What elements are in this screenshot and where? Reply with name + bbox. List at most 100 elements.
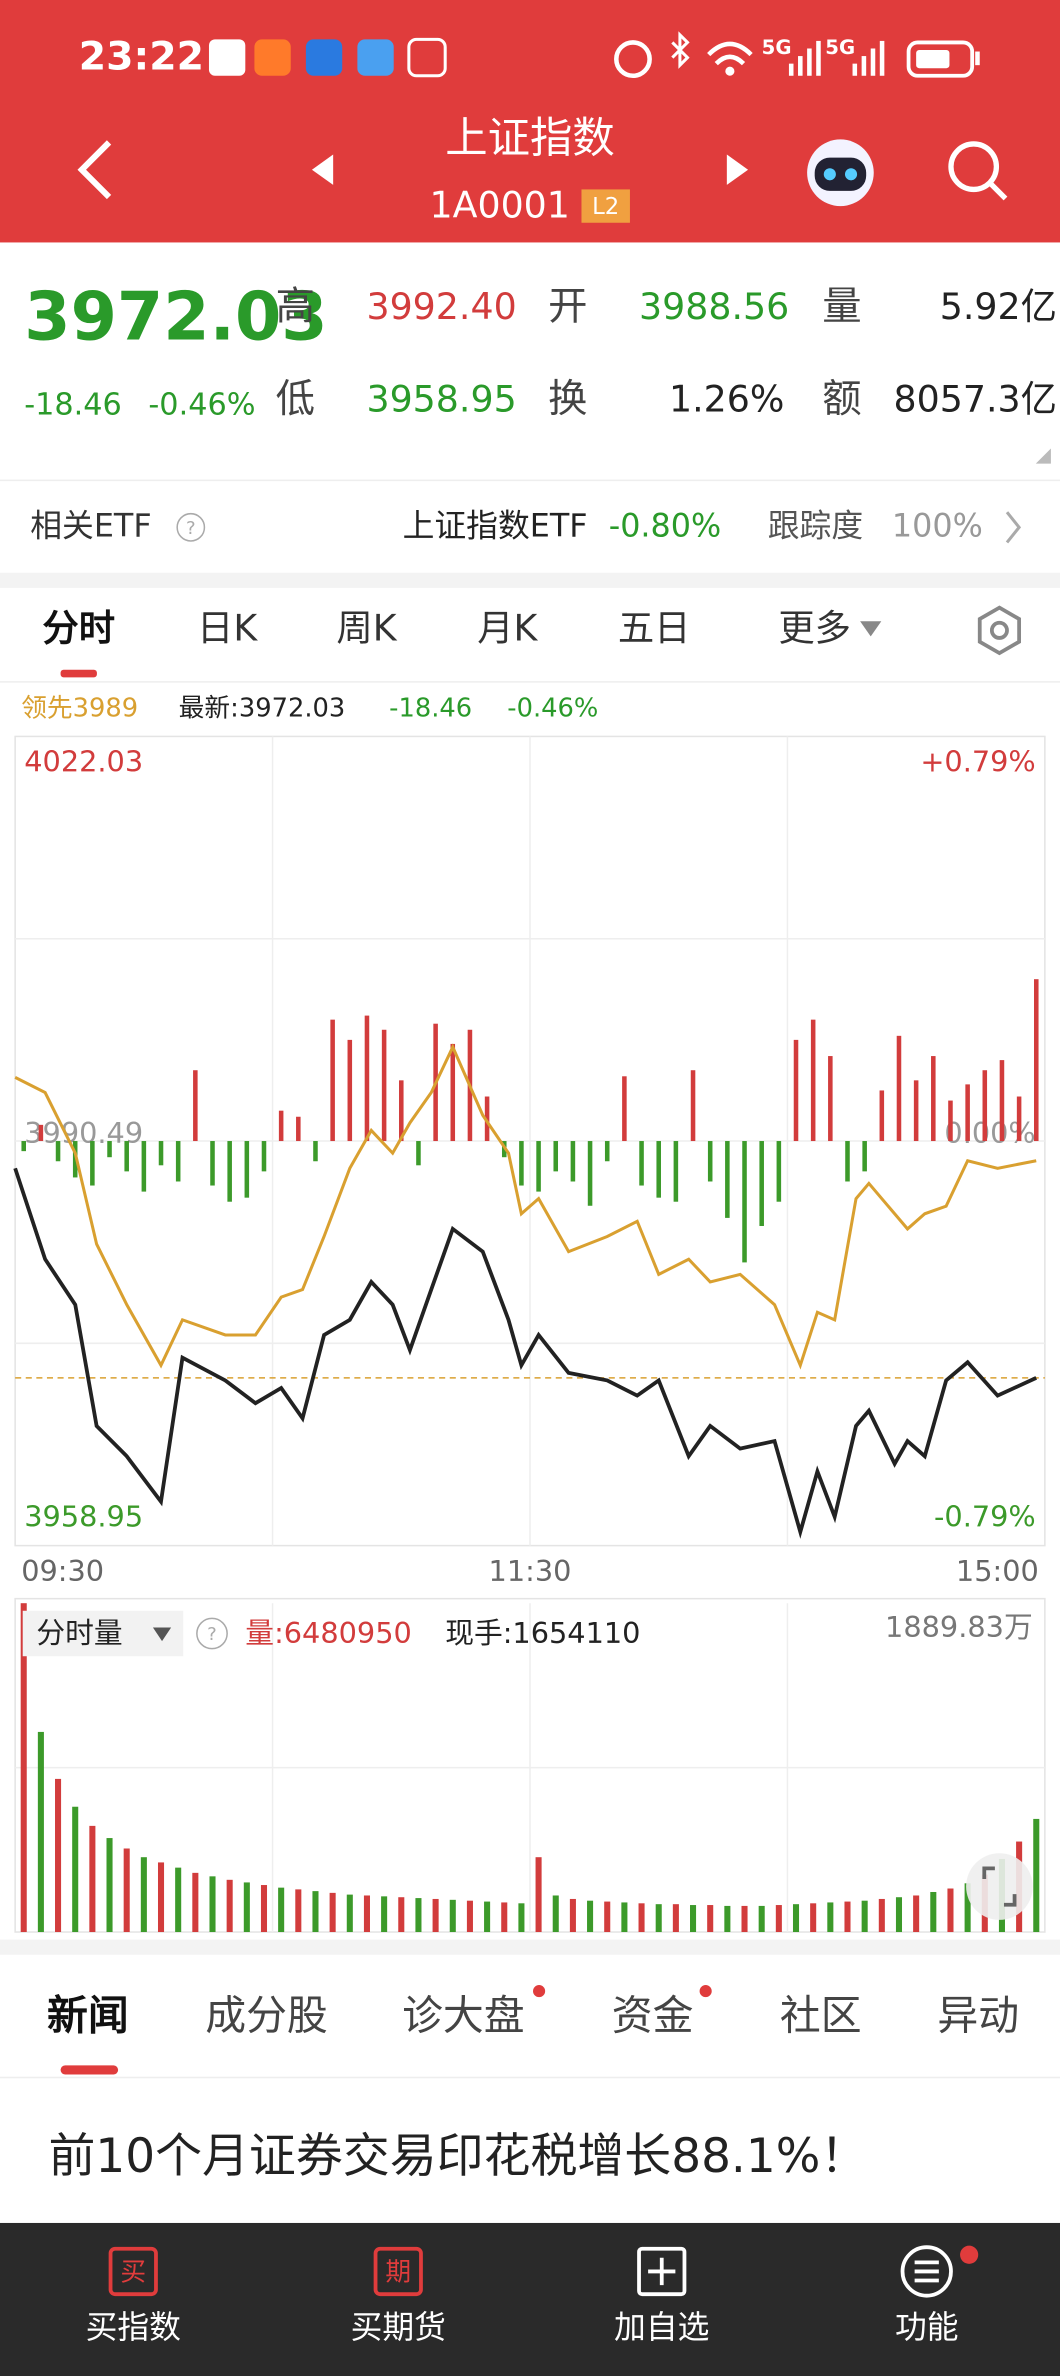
strength-bar bbox=[347, 1039, 353, 1142]
news-tab[interactable]: 成分股 bbox=[205, 1991, 328, 2039]
volume-bar bbox=[895, 1897, 903, 1933]
x-tick-label: 15:00 bbox=[956, 1554, 1039, 1588]
x-tick-label: 11:30 bbox=[489, 1554, 572, 1588]
strength-bar bbox=[124, 1141, 129, 1172]
header-bg bbox=[0, 0, 1060, 243]
volume-bar bbox=[913, 1895, 920, 1933]
tab[interactable]: 月K bbox=[477, 606, 538, 649]
price-line bbox=[14, 1043, 1037, 1370]
strength-bar bbox=[1016, 1096, 1022, 1142]
tab-underline bbox=[60, 669, 97, 678]
strength-bar bbox=[399, 1080, 404, 1142]
nav-item[interactable]: 买期货 bbox=[351, 2308, 446, 2346]
tab[interactable]: 五日 bbox=[618, 606, 691, 649]
y2-tick-label: 0.00% bbox=[944, 1116, 1035, 1150]
field-label: 量 bbox=[822, 284, 861, 330]
volume-bar bbox=[209, 1876, 216, 1933]
volume-bar bbox=[260, 1885, 268, 1933]
nav-icon-text: 买 bbox=[120, 2257, 146, 2287]
strength-bar bbox=[845, 1141, 850, 1182]
settings-button[interactable] bbox=[977, 605, 1022, 656]
volume-bar bbox=[878, 1898, 885, 1933]
etf-row[interactable]: 相关ETF ? 上证指数ETF -0.80% 跟踪度 100% bbox=[30, 506, 1022, 544]
nav-item[interactable]: 加自选 bbox=[614, 2308, 709, 2346]
strength-bar bbox=[553, 1141, 559, 1172]
strength-bar bbox=[210, 1141, 215, 1186]
volume-title: 分时量 bbox=[36, 1616, 122, 1650]
strength-bar bbox=[536, 1141, 541, 1192]
volume-bar bbox=[312, 1891, 319, 1933]
volume-bar bbox=[55, 1778, 62, 1933]
strength-bar bbox=[931, 1056, 936, 1142]
nav-icon bbox=[637, 2246, 687, 2297]
tab[interactable]: 日K bbox=[197, 606, 258, 649]
price-line bbox=[13, 1167, 1038, 1539]
robot-button[interactable] bbox=[807, 139, 874, 207]
prev-button[interactable] bbox=[311, 154, 334, 185]
volume-bar bbox=[192, 1872, 199, 1933]
volume-bar bbox=[741, 1905, 748, 1933]
volume-bar bbox=[638, 1903, 645, 1933]
back-button[interactable] bbox=[77, 140, 112, 200]
volume-bar bbox=[106, 1838, 113, 1933]
volume-bar bbox=[810, 1903, 817, 1933]
strength-bar bbox=[725, 1141, 730, 1218]
l2-badge: L2 bbox=[592, 194, 619, 220]
volume-bar bbox=[501, 1902, 508, 1933]
network-label: 5G bbox=[825, 36, 855, 59]
strength-bar bbox=[742, 1141, 747, 1263]
strength-bar bbox=[55, 1141, 61, 1162]
dropdown bbox=[860, 621, 882, 637]
field-label: 额 bbox=[822, 376, 861, 422]
help-icon bbox=[176, 512, 206, 542]
tab[interactable]: 更多 bbox=[778, 606, 851, 649]
strength-bar bbox=[862, 1141, 867, 1172]
volume-bar bbox=[37, 1731, 44, 1933]
strength-bar bbox=[21, 1141, 26, 1152]
volume-bar bbox=[861, 1900, 868, 1933]
news-tab[interactable]: 社区 bbox=[780, 1991, 862, 2039]
volume-selector[interactable] bbox=[22, 1610, 184, 1657]
news-tab[interactable]: 资金 bbox=[612, 1991, 694, 2039]
field-value: 3992.40 bbox=[366, 285, 516, 328]
strength-bar bbox=[896, 1035, 902, 1142]
volume-bar bbox=[398, 1897, 405, 1933]
volume-bar bbox=[20, 1603, 27, 1933]
volume-bar bbox=[827, 1902, 834, 1933]
volume-bar bbox=[89, 1825, 96, 1933]
volume-bar bbox=[415, 1898, 422, 1933]
corner-mark bbox=[1035, 448, 1051, 464]
strength-bar bbox=[828, 1056, 833, 1142]
x-tick-label: 09:30 bbox=[21, 1554, 104, 1588]
strength-bar bbox=[141, 1141, 147, 1192]
strength-bar bbox=[107, 1141, 112, 1158]
volume-bar bbox=[758, 1905, 765, 1933]
volume-bar bbox=[792, 1904, 800, 1933]
news-tab[interactable]: 异动 bbox=[937, 1991, 1019, 2039]
strength-bar bbox=[948, 1100, 953, 1142]
etf-name: 上证指数ETF bbox=[403, 506, 588, 544]
volume-bar bbox=[466, 1900, 473, 1933]
volume-label: 量:6480950 bbox=[245, 1616, 412, 1650]
tab[interactable]: 周K bbox=[336, 606, 397, 649]
nav-item[interactable]: 功能 bbox=[895, 2308, 959, 2346]
volume-bar bbox=[157, 1862, 165, 1933]
strength-bar bbox=[810, 1019, 816, 1142]
strength-bar bbox=[639, 1141, 644, 1186]
chevron bbox=[1005, 511, 1022, 544]
fullscreen-button[interactable] bbox=[966, 1853, 1033, 1920]
search-button[interactable] bbox=[948, 141, 1008, 201]
volume-bar bbox=[844, 1901, 851, 1933]
tab[interactable]: 分时 bbox=[42, 606, 115, 649]
volume-bar bbox=[243, 1882, 250, 1933]
news-tab[interactable]: 诊大盘 bbox=[402, 1991, 525, 2039]
volume-bar bbox=[123, 1848, 130, 1933]
nav-item[interactable]: 买指数 bbox=[86, 2308, 181, 2346]
help-icon-mark: ? bbox=[186, 518, 196, 539]
next-button[interactable] bbox=[726, 154, 749, 185]
field-label: 换 bbox=[548, 376, 587, 422]
volume-bar bbox=[381, 1896, 388, 1933]
network-label: 5G bbox=[762, 36, 792, 59]
news-headline[interactable]: 前10个月证券交易印花税增长88.1%！ bbox=[48, 2129, 867, 2184]
news-tab[interactable]: 新闻 bbox=[47, 1991, 129, 2039]
